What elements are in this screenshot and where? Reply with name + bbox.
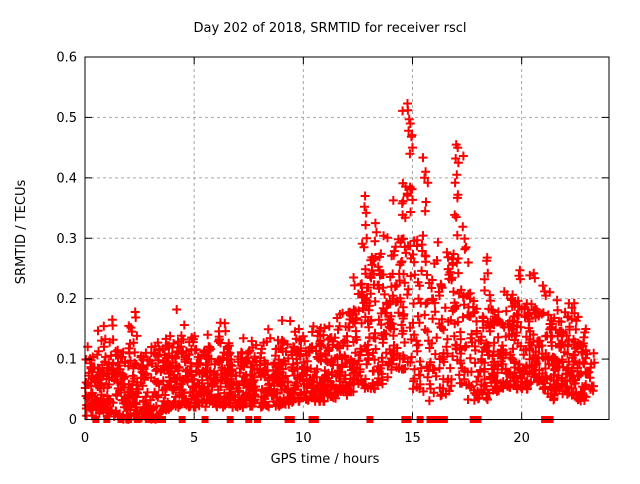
tick-labels: 0 5 10 15 20 0 0.1 0.2 0.3 0.4 0.5 0.6 <box>56 51 530 447</box>
y-tick-label: 0.5 <box>56 111 77 126</box>
x-axis-label: GPS time / hours <box>271 452 380 467</box>
y-tick-label: 0 <box>69 413 77 428</box>
x-tick-label: 20 <box>513 431 530 446</box>
x-tick-label: 10 <box>295 431 312 446</box>
y-tick-label: 0.1 <box>56 353 77 368</box>
axes-and-ticks <box>84 56 610 420</box>
y-tick-label: 0.4 <box>56 171 77 186</box>
y-tick-label: 0.2 <box>56 292 77 307</box>
y-tick-label: 0.3 <box>56 232 77 247</box>
y-axis-label: SRMTID / TECUs <box>14 180 29 285</box>
x-tick-label: 0 <box>81 431 89 446</box>
x-tick-label: 5 <box>190 431 198 446</box>
chart-title: Day 202 of 2018, SRMTID for receiver rsc… <box>193 21 466 36</box>
x-tick-label: 15 <box>404 431 421 446</box>
y-tick-label: 0.6 <box>56 51 77 66</box>
scatter-points <box>80 99 599 424</box>
